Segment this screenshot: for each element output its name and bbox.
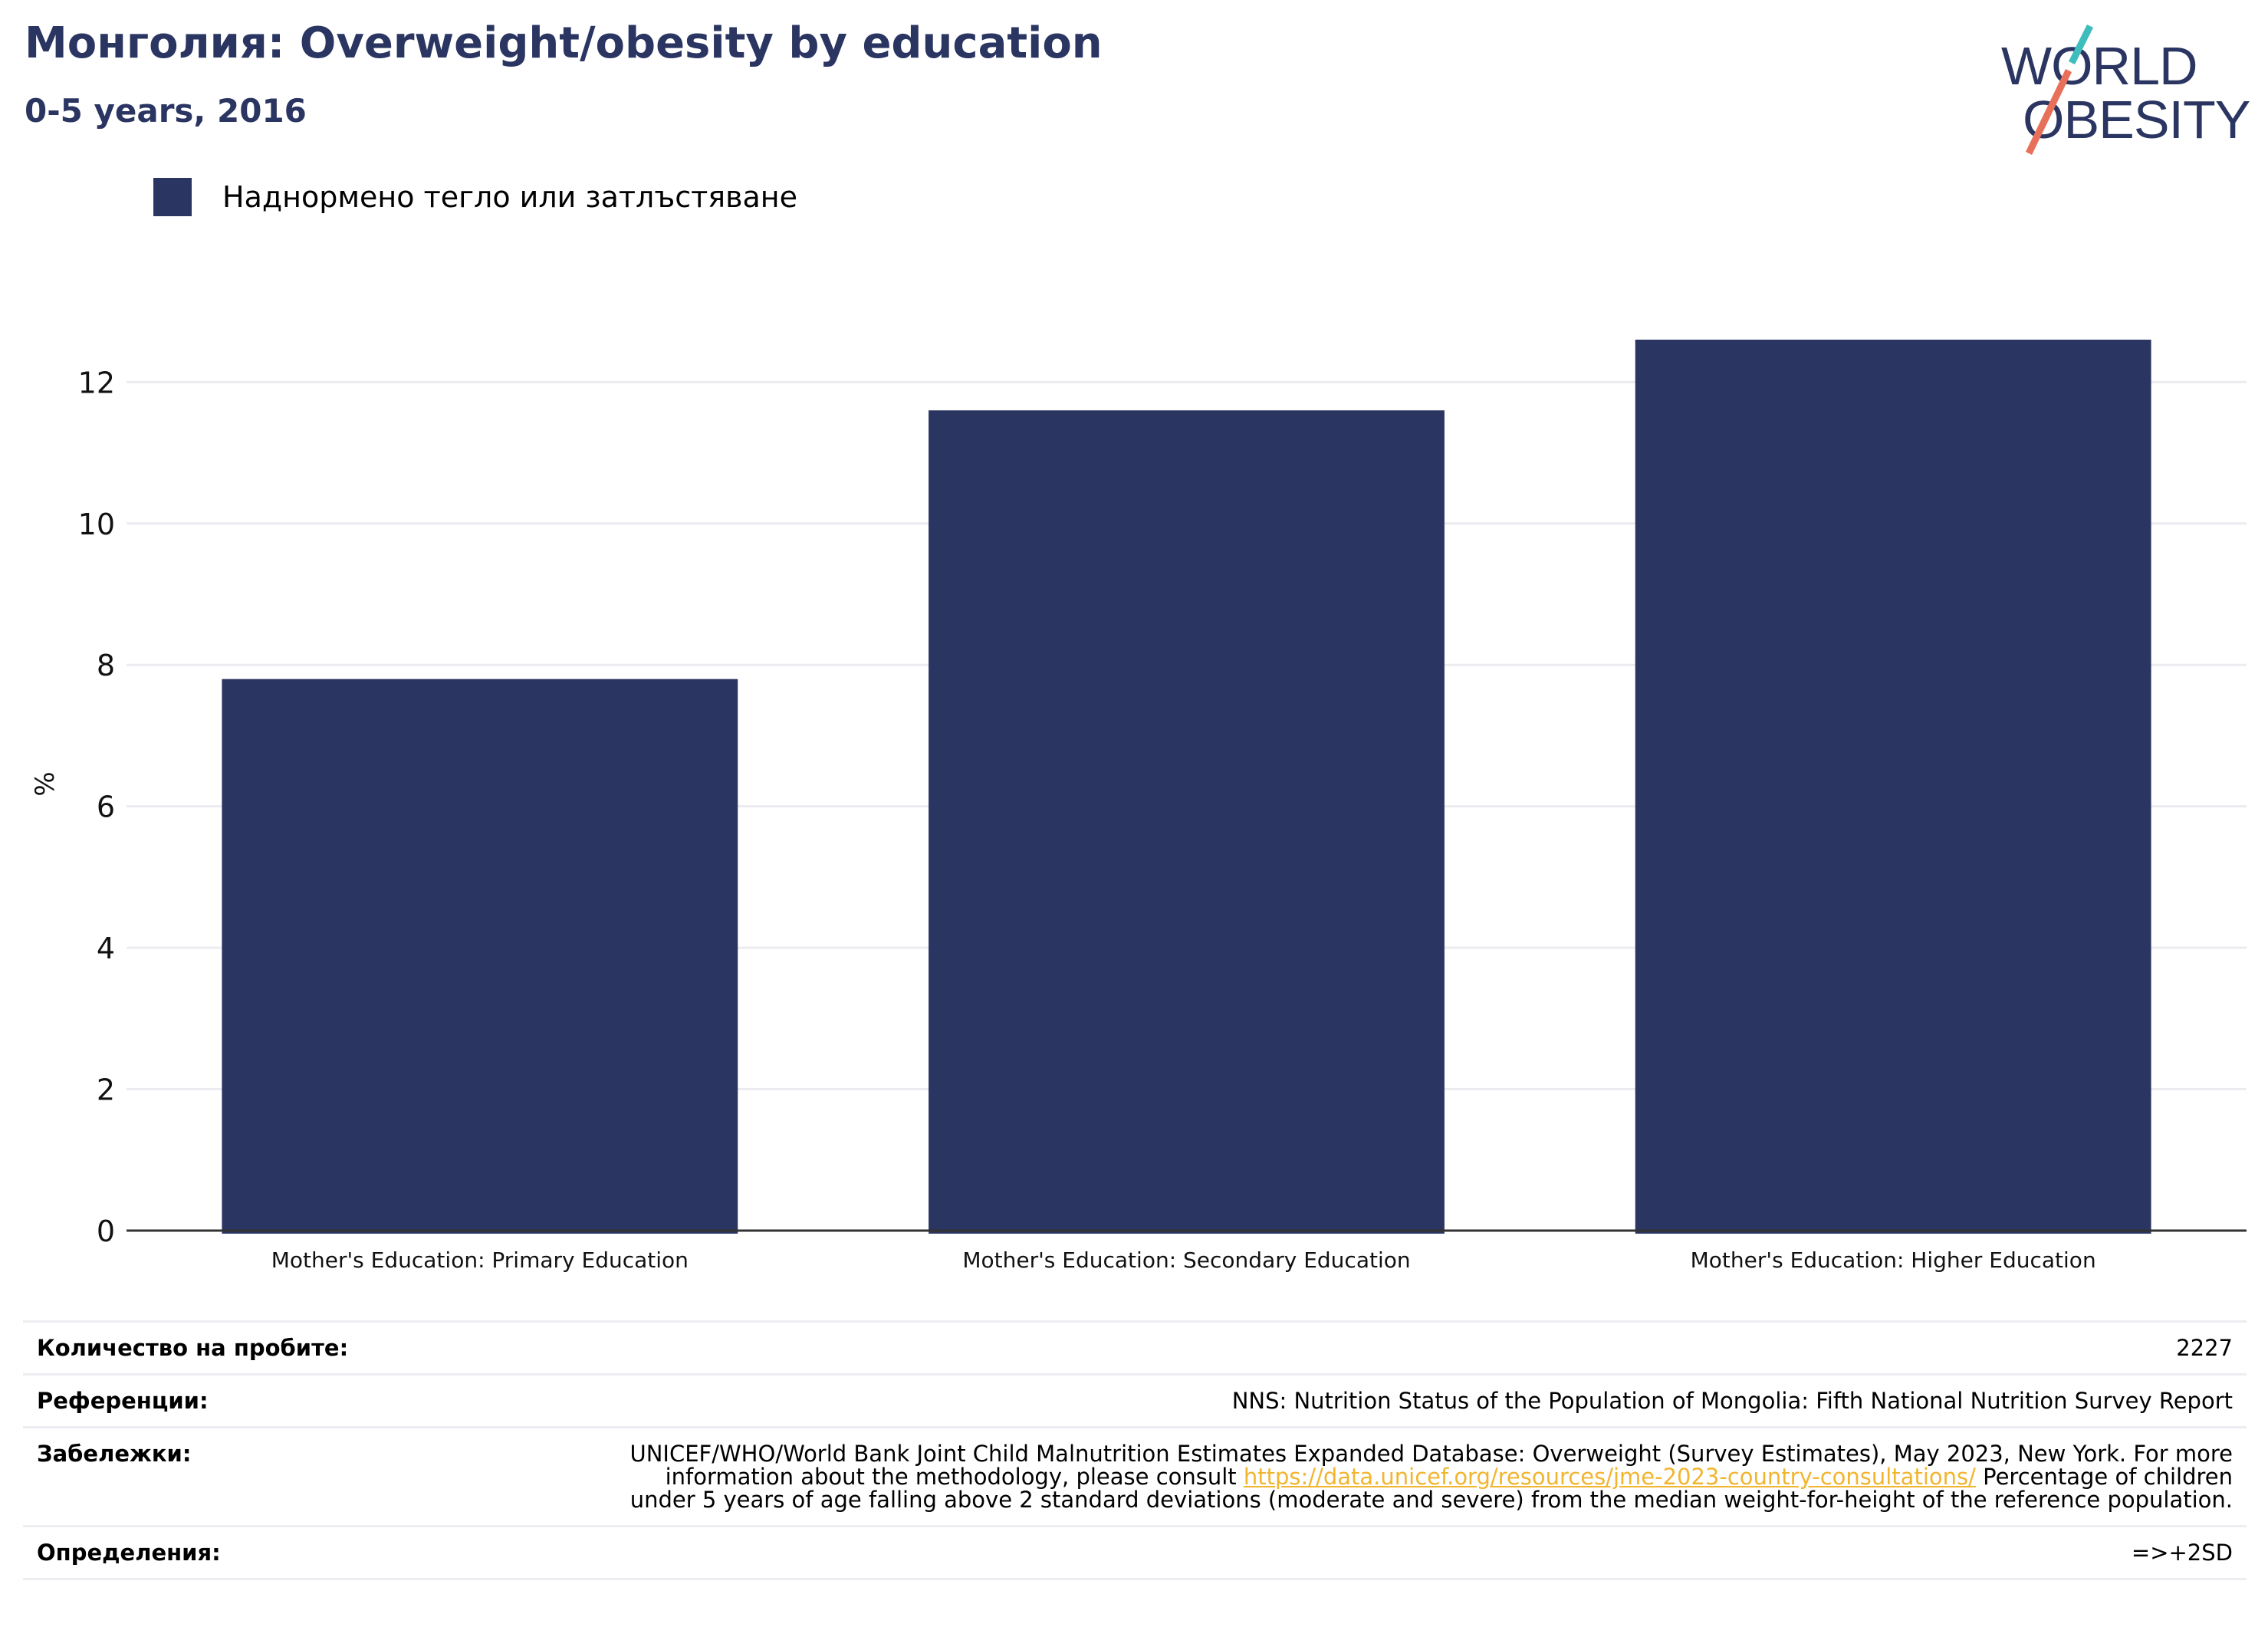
x-tick-label: Mother's Education: Primary Education bbox=[271, 1247, 689, 1273]
notes-link[interactable]: https://data.unicef.org/resources/jme-20… bbox=[1243, 1464, 1976, 1490]
chart-legend: Наднормено тегло или затлъстяване bbox=[153, 178, 797, 216]
y-tick-label: 8 bbox=[97, 649, 115, 682]
meta-row-notes: Забележки: UNICEF/WHO/World Bank Joint C… bbox=[23, 1426, 2247, 1525]
y-tick-label: 2 bbox=[97, 1073, 115, 1107]
logo-text-world: WORLD bbox=[2001, 36, 2197, 96]
y-tick-label: 0 bbox=[97, 1214, 115, 1248]
y-axis-label: % bbox=[30, 771, 61, 796]
bar-chart: 0 2 4 6 8 10 12% Mother's Education: Primary Ed… bbox=[30, 340, 2247, 1273]
metadata-table: Количество на пробите: 2227 Референции: … bbox=[23, 1320, 2247, 1580]
sample-size-label: Количество на пробите: bbox=[37, 1335, 349, 1361]
y-tick-label: 6 bbox=[97, 790, 115, 824]
legend-swatch bbox=[153, 178, 192, 216]
y-tick-label: 4 bbox=[97, 932, 115, 965]
notes-text-after: Percentage of children under 5 years of … bbox=[629, 1464, 2233, 1513]
notes-text-before: UNICEF/WHO/World Bank Joint Child Malnut… bbox=[629, 1441, 2233, 1490]
bar bbox=[929, 410, 1445, 1234]
notes-value: UNICEF/WHO/World Bank Joint Child Malnut… bbox=[623, 1442, 2233, 1511]
bar bbox=[1635, 340, 2151, 1234]
bar bbox=[222, 679, 738, 1234]
logo-slash-bottom bbox=[2025, 69, 2072, 155]
x-tick-label: Mother's Education: Higher Education bbox=[1691, 1247, 2096, 1273]
chart-subtitle: 0-5 years, 2016 bbox=[25, 92, 307, 130]
logo-text-obesity: OBESITY bbox=[2023, 90, 2250, 150]
notes-label: Забележки: bbox=[37, 1441, 192, 1467]
logo-slash-top bbox=[2068, 24, 2094, 65]
y-tick-label: 12 bbox=[78, 366, 115, 399]
world-obesity-logo: WORLD OBESITY bbox=[2001, 24, 2251, 155]
chart-title: Монголия: Overweight/obesity by educatio… bbox=[25, 18, 1103, 68]
definitions-value: =>+2SD bbox=[2131, 1540, 2233, 1566]
y-tick-label: 10 bbox=[78, 508, 115, 541]
meta-row-definitions: Определения: =>+2SD bbox=[23, 1525, 2247, 1580]
x-tick-label: Mother's Education: Secondary Education bbox=[962, 1247, 1410, 1273]
references-label: Референции: bbox=[37, 1388, 209, 1414]
meta-row-references: Референции: NNS: Nutrition Status of the… bbox=[23, 1373, 2247, 1426]
legend-label: Наднормено тегло или затлъстяване bbox=[222, 180, 797, 214]
references-value: NNS: Nutrition Status of the Population … bbox=[1231, 1388, 2233, 1414]
meta-row-sample-size: Количество на пробите: 2227 bbox=[23, 1320, 2247, 1373]
definitions-label: Определения: bbox=[37, 1540, 221, 1566]
sample-size-value: 2227 bbox=[2176, 1335, 2233, 1361]
